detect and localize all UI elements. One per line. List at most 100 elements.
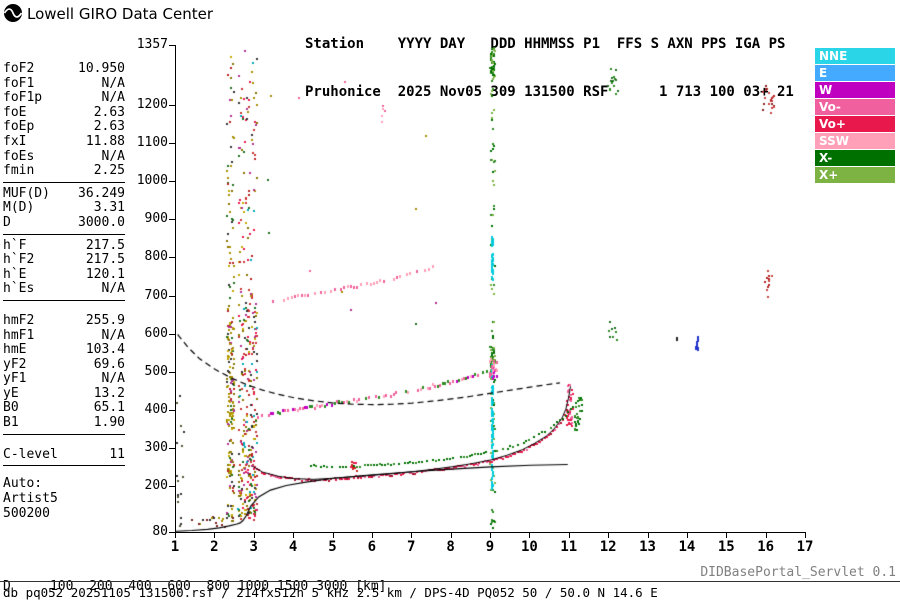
param-group: C-level 11: [3, 439, 125, 467]
param-label: hmF1: [3, 327, 35, 343]
x-tick-label: 13: [639, 539, 656, 555]
param-row-foe: foE 2.63: [3, 104, 125, 121]
param-value: 3.31: [93, 200, 125, 216]
param-value: N/A: [101, 281, 125, 297]
param-label: MUF(D): [3, 185, 50, 201]
x-tick-mark: [332, 533, 334, 538]
param-label: yF2: [3, 356, 27, 372]
legend-item-nne: NNE: [815, 48, 895, 64]
y-tick-label: 600: [144, 325, 168, 341]
param-value: 217.5: [85, 252, 125, 268]
y-tick-label: 800: [144, 249, 168, 265]
parameter-panel: foF2 10.950 foF1 N/A foF1p N/A foE 2.63 foEp 2.63…: [3, 61, 125, 521]
x-tick-mark: [253, 533, 255, 538]
param-row-muf-d: MUF(D) 36.249: [3, 185, 125, 202]
y-tick-mark: [169, 532, 175, 533]
y-tick-label: 700: [144, 287, 168, 303]
x-tick-label: 1: [170, 539, 180, 555]
param-row-fxi: fxI 11.88: [3, 133, 125, 150]
param-row-ye: yE 13.2: [3, 385, 125, 402]
legend-item-vo: Vo-: [815, 99, 895, 115]
param-value: N/A: [101, 371, 125, 387]
param-row-h-es: h`Es N/A: [3, 282, 125, 297]
x-tick-label: 6: [367, 539, 377, 555]
x-tick-mark: [371, 533, 373, 538]
y-tick-label: 1000: [136, 173, 168, 189]
param-value: N/A: [101, 327, 125, 343]
param-group: hmF2 255.9 hmF1 N/A hmE 103.4 yF2 69.6 yF1 N/A yE 1…: [3, 305, 125, 435]
param-value: 10.950: [78, 61, 125, 76]
y-tick-label: 400: [144, 401, 168, 417]
param-label: foF1p: [3, 90, 43, 106]
param-value: 103.4: [85, 342, 125, 358]
y-tick-mark: [169, 371, 175, 373]
param-row-h-e: h`E 120.1: [3, 266, 125, 283]
x-tick-label: 10: [520, 539, 538, 555]
param-label: h`E: [3, 266, 27, 282]
param-value: 1.90: [93, 415, 125, 431]
param-value: 255.9: [85, 312, 125, 328]
param-row-h-f2: h`F2 217.5: [3, 253, 125, 268]
param-value: 2.63: [93, 119, 125, 135]
param-row-yf2: yF2 69.6: [3, 356, 125, 373]
x-tick-label: 12: [599, 539, 617, 555]
x-tick-label: 5: [328, 539, 337, 555]
parameter-groups: foF2 10.950 foF1 N/A foF1p N/A foE 2.63 foEp 2.63…: [3, 61, 125, 467]
param-label: foEp: [3, 119, 35, 135]
param-value: 13.2: [93, 385, 125, 401]
y-tick-mark: [169, 448, 175, 450]
legend-item-x: X-: [815, 150, 895, 166]
param-row-foes: foEs N/A: [3, 148, 125, 165]
x-tick-mark: [568, 533, 570, 538]
y-tick-mark: [169, 104, 175, 106]
y-tick-mark: [169, 333, 175, 335]
param-label: foEs: [3, 148, 35, 164]
giro-globe-logo-icon: [3, 4, 23, 22]
param-label: h`F2: [3, 252, 35, 268]
legend-item-w: W: [815, 82, 895, 98]
x-tick-mark: [647, 533, 649, 538]
param-row-m-d: M(D) 3.31: [3, 201, 125, 216]
param-row-fof1: foF1 N/A: [3, 75, 125, 92]
x-tick-mark: [726, 533, 728, 538]
param-row-hme: hmE 103.4: [3, 342, 125, 358]
x-tick-mark: [529, 533, 531, 538]
param-label: fmin: [3, 163, 35, 179]
y-tick-mark: [169, 45, 175, 46]
param-label: M(D): [3, 200, 35, 216]
x-tick-label: 3: [249, 539, 258, 555]
servlet-version: DIDBasePortal_Servlet 0.1: [700, 565, 896, 580]
x-tick-label: 9: [485, 539, 495, 555]
param-label: foF1: [3, 75, 35, 91]
param-group: foF2 10.950 foF1 N/A foF1p N/A foE 2.63 foEp 2.63…: [3, 61, 125, 183]
param-value: 217.5: [85, 237, 125, 253]
autoscaling-info: Auto: Artist5 500200: [3, 476, 125, 521]
param-label: h`Es: [3, 281, 35, 297]
x-tick-mark: [490, 533, 491, 538]
y-tick-mark: [169, 219, 175, 221]
x-tick-mark: [765, 533, 767, 538]
param-group: h`F 217.5 h`F2 217.5 h`E 120.1 h`Es N/A: [3, 237, 125, 301]
measurement-status-line: db pq052 20251105 131500.rsf / 214fx512h…: [3, 585, 658, 600]
param-label: fxI: [3, 133, 27, 149]
x-tick-mark: [608, 533, 610, 538]
y-tick-label: 1357: [136, 37, 168, 52]
param-value: 36.249: [78, 185, 125, 201]
param-value: N/A: [101, 148, 125, 164]
ionogram-plot: [175, 45, 806, 533]
legend-item-ssw: SSW: [815, 133, 895, 149]
footer-separator: [0, 581, 900, 582]
legend-item-vo: Vo+: [815, 116, 895, 132]
echo-legend: NNE E W Vo- Vo+ SSW X- X+: [815, 48, 895, 184]
x-tick-mark: [411, 533, 413, 538]
y-tick-label: 300: [144, 440, 168, 456]
y-tick-mark: [169, 257, 175, 259]
param-label: foE: [3, 104, 27, 120]
x-tick-mark: [214, 533, 216, 538]
param-value: 11: [109, 446, 125, 462]
y-tick-label: 200: [144, 478, 168, 494]
param-row-b1: B1 1.90: [3, 415, 125, 431]
param-label: C-level: [3, 446, 58, 462]
param-row-hmf2: hmF2 255.9: [3, 312, 125, 329]
y-tick-mark: [169, 181, 175, 183]
